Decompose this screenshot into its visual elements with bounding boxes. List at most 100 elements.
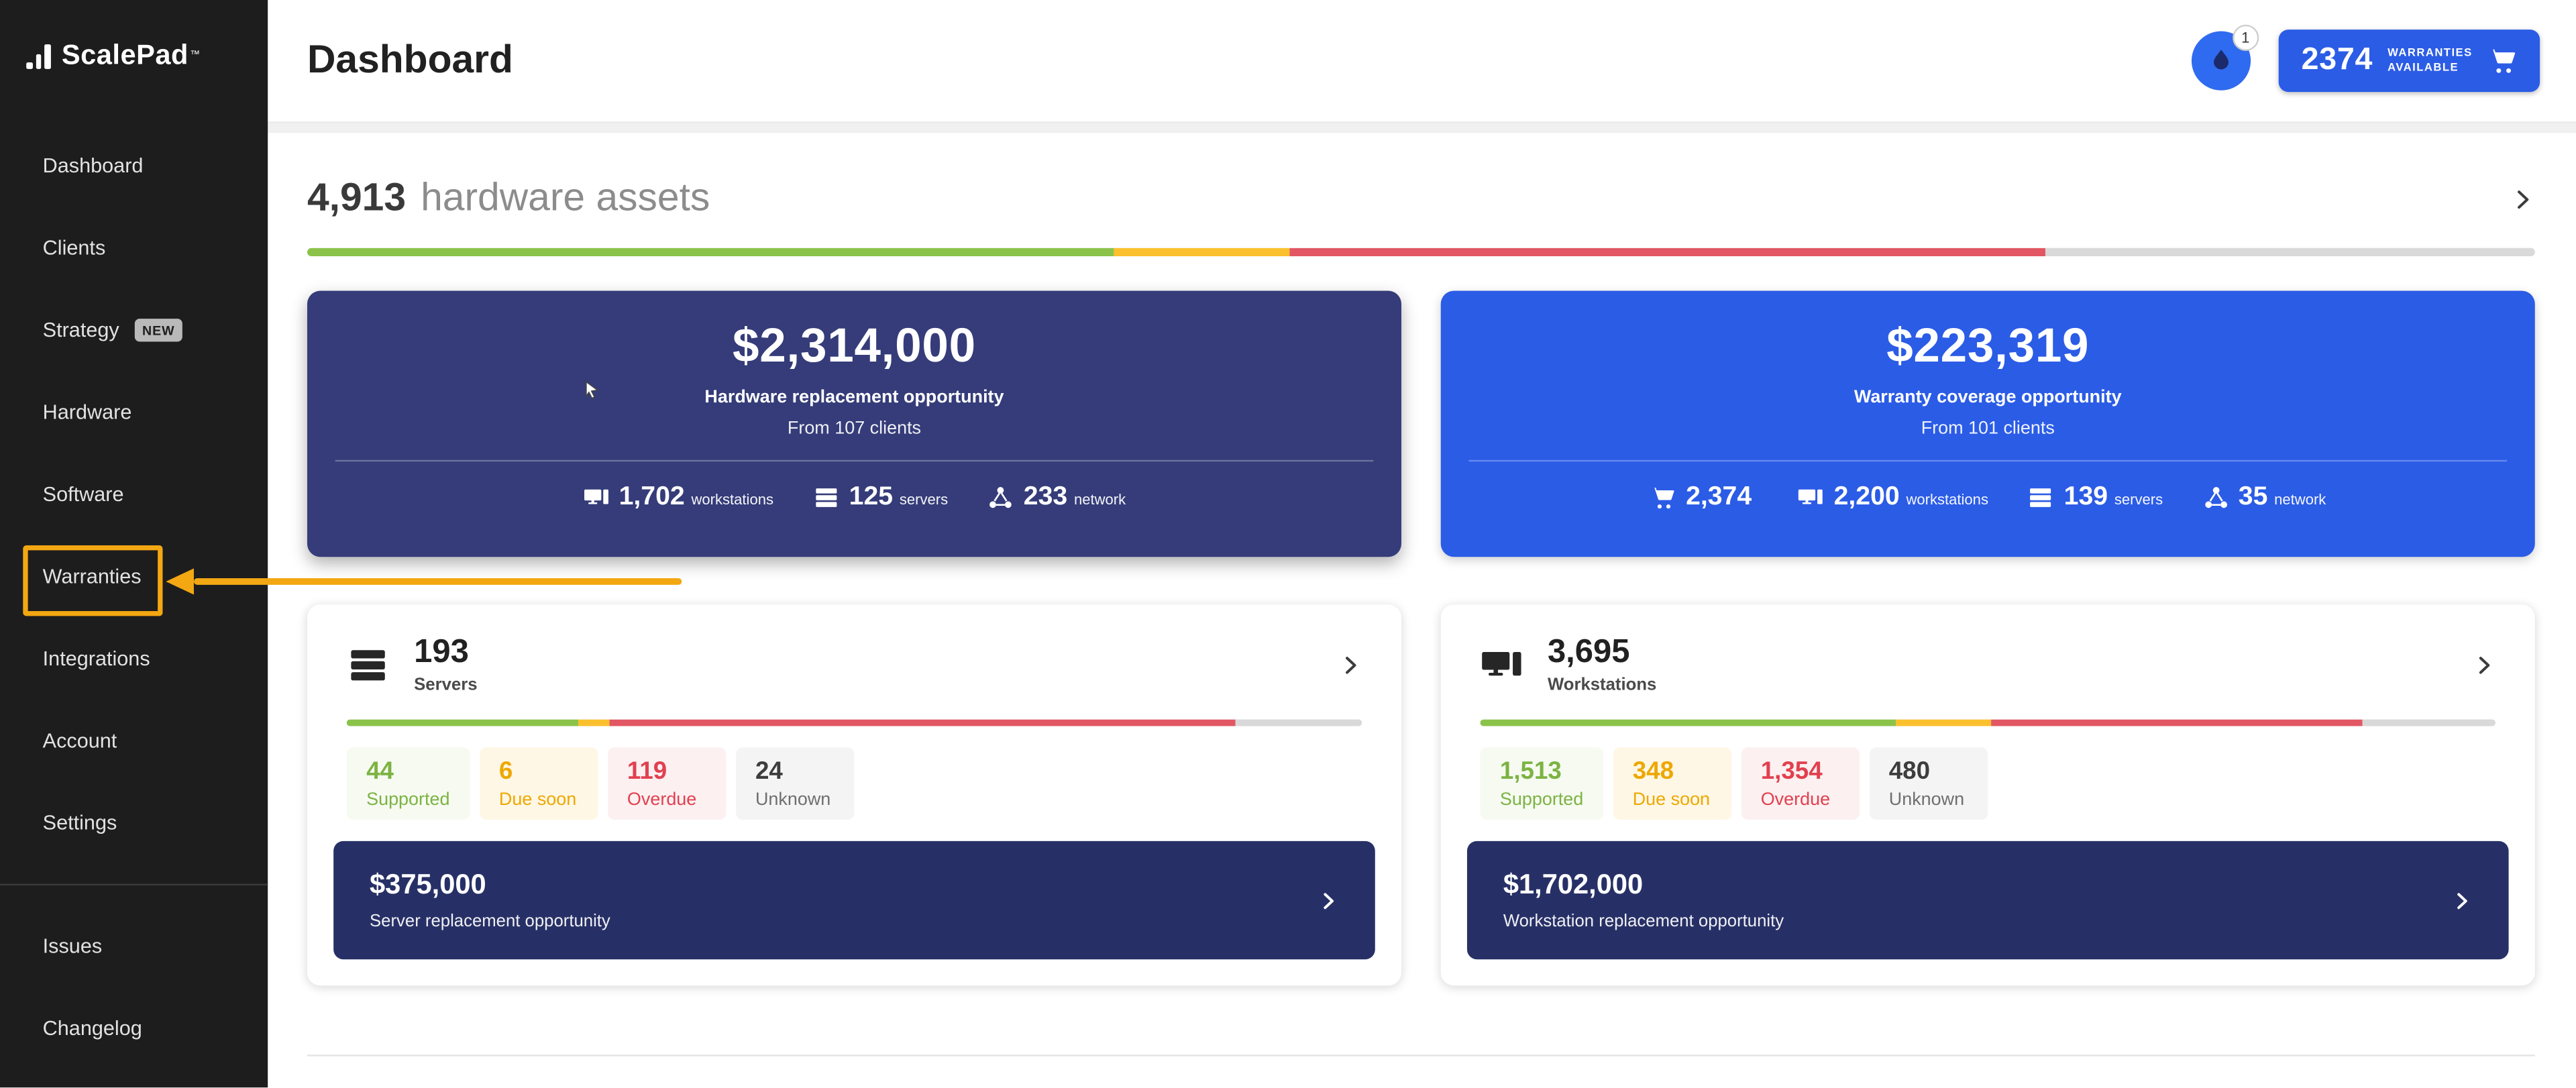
card-divider	[335, 459, 1374, 462]
scalepad-logo[interactable]: ScalePad ™	[0, 0, 268, 72]
server-replacement-banner[interactable]: $375,000 Server replacement opportunity	[333, 840, 1375, 960]
server-icon	[347, 643, 390, 686]
workstations-label: Workstations	[1547, 675, 1657, 695]
workstations-card-header[interactable]: 3,695 Workstations	[1481, 634, 2496, 695]
unknown-stat[interactable]: 24 Unknown	[735, 747, 854, 820]
opportunity-stats: 1,702 workstations 125 servers	[583, 483, 1126, 512]
due-soon-stat[interactable]: 348 Due soon	[1613, 747, 1731, 820]
sidebar-item-label: Software	[42, 483, 124, 506]
progress-segment	[609, 719, 1236, 726]
workstation-icon	[1798, 484, 1824, 510]
cart-icon	[1650, 484, 1676, 510]
sidebar-item-software[interactable]: Software	[0, 453, 268, 535]
banner-label: Workstation replacement opportunity	[1503, 912, 1784, 932]
network-stat: 233 network	[987, 483, 1126, 512]
sidebar-item-account[interactable]: Account	[0, 700, 268, 781]
opportunity-title: Warranty coverage opportunity	[1854, 387, 2122, 408]
servers-stat: 125 servers	[813, 483, 948, 512]
progress-segment	[307, 248, 1114, 257]
servers-card: 193 Servers 44 Supported	[307, 604, 1401, 986]
sidebar-item-settings[interactable]: Settings	[0, 782, 268, 864]
asset-cards-row: 193 Servers 44 Supported	[307, 604, 2535, 986]
supported-stat[interactable]: 1,513 Supported	[1480, 747, 1603, 820]
warranties-available-button[interactable]: 2374 WARRANTIES AVAILABLE	[2278, 30, 2540, 93]
hardware-assets-label: hardware assets	[421, 176, 710, 221]
overdue-stat[interactable]: 119 Overdue	[607, 747, 726, 820]
sidebar-item-clients[interactable]: Clients	[0, 207, 268, 289]
progress-segment	[1480, 719, 1896, 726]
banner-label: Server replacement opportunity	[370, 912, 610, 932]
progress-segment	[1990, 719, 2363, 726]
opportunity-stats: 2,374 2,200 workstations	[1650, 483, 2326, 512]
banner-amount: $375,000	[370, 869, 486, 901]
sidebar-item-issues[interactable]: Issues	[0, 905, 268, 987]
topbar: Dashboard 1 2374 WARRANTIES AVAILABLE	[268, 0, 2576, 123]
sidebar-item-label: Issues	[42, 934, 103, 958]
workstations-stat: 1,702 workstations	[583, 483, 773, 512]
sidebar-item-hardware[interactable]: Hardware	[0, 371, 268, 453]
header-separator-band	[268, 123, 2576, 133]
banner-amount: $1,702,000	[1503, 869, 1644, 901]
new-badge: NEW	[133, 319, 183, 342]
warranties-stat: 2,374	[1650, 483, 1758, 512]
sidebar-item-label: Account	[42, 729, 117, 753]
opportunity-cards-row: $2,314,000 Hardware replacement opportun…	[307, 290, 2535, 557]
supported-stat[interactable]: 44 Supported	[346, 747, 470, 820]
progress-segment	[1236, 719, 1362, 726]
hardware-assets-header[interactable]: 4,913 hardware assets	[307, 176, 2535, 222]
warranty-coverage-card[interactable]: $223,319 Warranty coverage opportunity F…	[1440, 290, 2535, 557]
workstation-replacement-banner[interactable]: $1,702,000 Workstation replacement oppor…	[1466, 840, 2509, 960]
progress-segment	[1895, 719, 1991, 726]
workstations-progress-bar	[1480, 719, 2496, 726]
overdue-stat[interactable]: 1,354 Overdue	[1741, 747, 1860, 820]
progress-segment	[1289, 248, 2045, 257]
progress-segment	[1114, 248, 1290, 257]
sidebar: ScalePad ™ Dashboard Clients Strategy NE…	[0, 0, 268, 1088]
workstations-card: 3,695 Workstations 1,513 Supported	[1440, 604, 2535, 986]
sidebar-item-integrations[interactable]: Integrations	[0, 618, 268, 700]
notifications-button[interactable]: 1	[2191, 24, 2259, 91]
due-soon-stat[interactable]: 6 Due soon	[479, 747, 598, 820]
chevron-right-icon[interactable]	[2510, 186, 2535, 211]
chevron-right-icon	[2451, 889, 2473, 911]
sidebar-item-label: Settings	[42, 811, 117, 835]
chevron-right-icon[interactable]	[1339, 653, 1362, 675]
workstation-icon	[1481, 643, 1523, 686]
sidebar-item-label: Changelog	[42, 1016, 142, 1040]
sidebar-item-strategy[interactable]: Strategy NEW	[0, 289, 268, 371]
sidebar-nav: Dashboard Clients Strategy NEW Hardware …	[0, 125, 268, 1069]
warranties-count: 2374	[2301, 42, 2373, 78]
sidebar-item-dashboard[interactable]: Dashboard	[0, 125, 268, 207]
servers-progress-bar	[346, 719, 1362, 726]
sidebar-item-changelog[interactable]: Changelog	[0, 987, 268, 1069]
unknown-stat[interactable]: 480 Unknown	[1869, 747, 1988, 820]
progress-segment	[578, 719, 610, 726]
dashboard-content: 4,913 hardware assets $2,314,000 Hardwar…	[268, 133, 2576, 1088]
server-icon	[2028, 484, 2054, 510]
sidebar-divider	[0, 883, 268, 886]
servers-card-header[interactable]: 193 Servers	[347, 634, 1362, 695]
workstation-icon	[583, 484, 609, 510]
opportunity-amount: $223,319	[1886, 320, 2090, 373]
workstations-count: 3,695	[1547, 634, 1630, 671]
servers-stat: 139 servers	[2028, 483, 2163, 512]
page-title: Dashboard	[307, 38, 513, 83]
workstations-stats: 1,513 Supported 348 Due soon 1,354 Overd…	[1480, 747, 2496, 820]
sidebar-item-label: Integrations	[42, 647, 150, 671]
sidebar-item-warranties[interactable]: Warranties	[0, 535, 268, 617]
network-icon	[987, 484, 1014, 510]
section-divider	[307, 1054, 2535, 1056]
opportunity-subtitle: From 107 clients	[787, 419, 922, 439]
hardware-replacement-card[interactable]: $2,314,000 Hardware replacement opportun…	[307, 290, 1401, 557]
notification-count-badge: 1	[2232, 24, 2259, 51]
server-icon	[813, 484, 839, 510]
network-stat: 35 network	[2202, 483, 2326, 512]
card-divider	[1468, 459, 2508, 462]
droplet-icon	[2206, 46, 2236, 76]
scalepad-logo-icon	[26, 43, 53, 68]
chevron-right-icon[interactable]	[2473, 653, 2496, 675]
trademark-symbol: ™	[190, 50, 201, 61]
servers-stats: 44 Supported 6 Due soon 119 Overdue 24	[346, 747, 1362, 820]
sidebar-item-label: Clients	[42, 236, 106, 260]
